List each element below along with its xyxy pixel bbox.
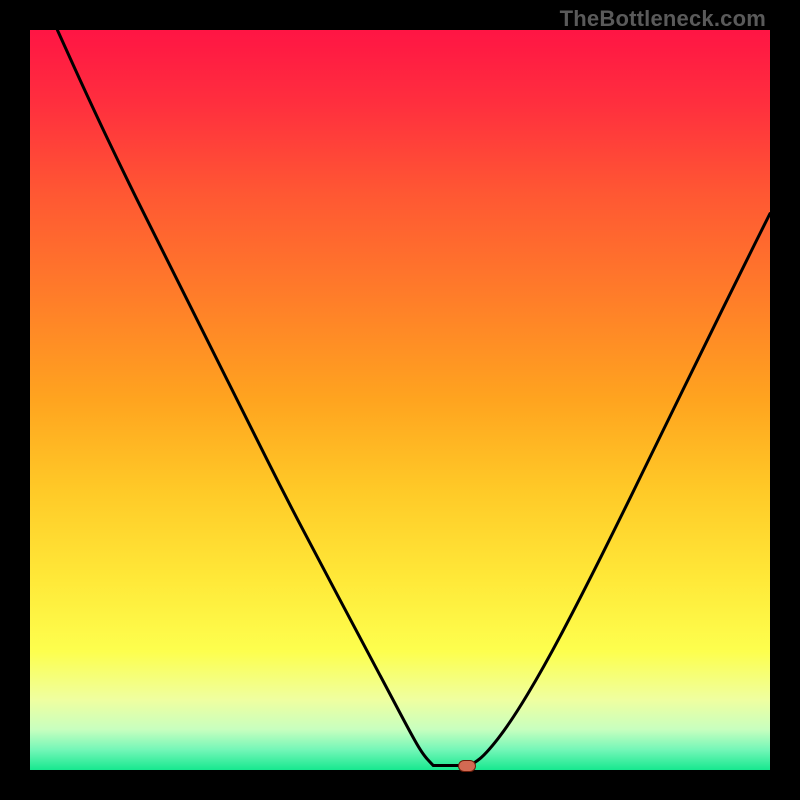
bottleneck-curve [30, 30, 770, 770]
optimum-marker [458, 760, 476, 772]
chart-frame: TheBottleneck.com [0, 0, 800, 800]
watermark-text: TheBottleneck.com [560, 6, 766, 32]
plot-area [30, 30, 770, 770]
